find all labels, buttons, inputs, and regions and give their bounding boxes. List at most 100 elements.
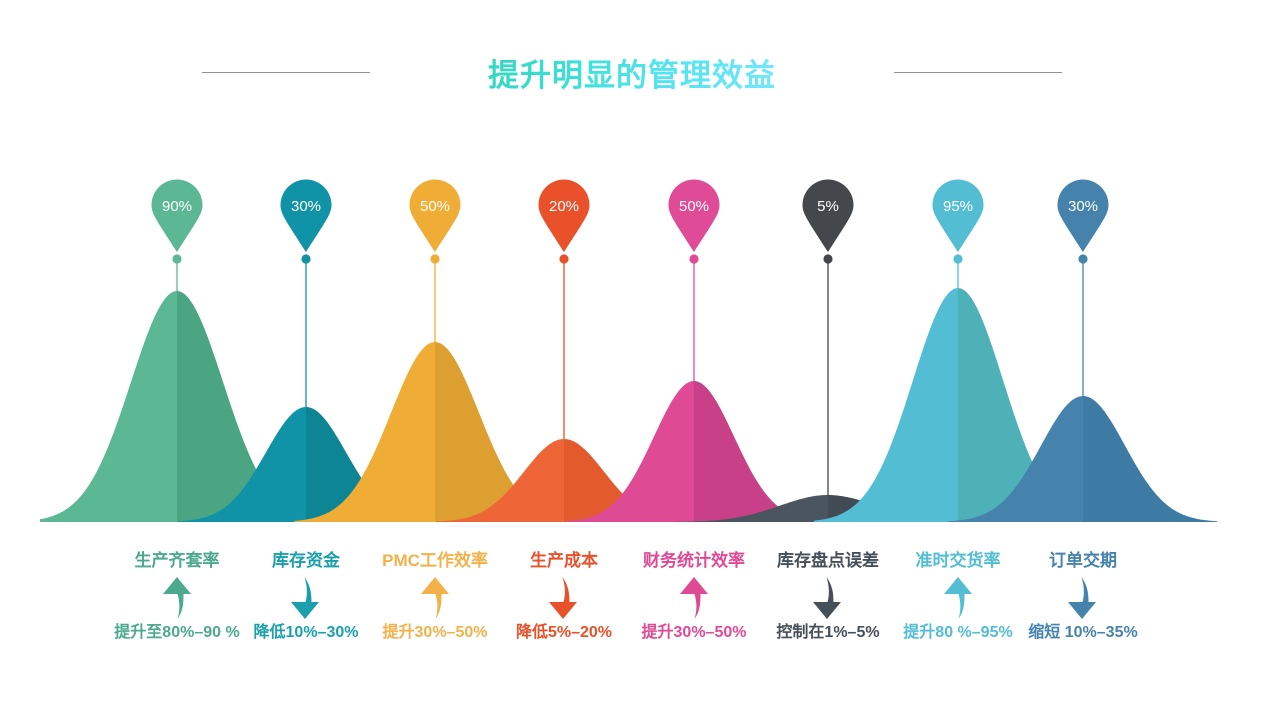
curve-group-finance-statistics-efficiency [566,381,822,522]
label-row: 生产齐套率 提升至80%–90 % 库存资金 降低10%–30% PMC工作效率 提升30… [0,548,1264,678]
arrow-shape [291,577,319,619]
metric-title-inventory-count-error: 库存盘点误差 [777,551,879,570]
metric-value-finance-statistics-efficiency: 提升30%–50% [641,624,747,641]
trend-arrow-production-cost [542,574,586,622]
metric-title-production-cost: 生产成本 [530,551,598,570]
curve-group-order-lead-time [948,396,1218,522]
title-rule-right [894,71,1062,73]
label-column-inventory-capital[interactable]: 库存资金降低10%–30% [231,548,381,644]
pin-group-finance-statistics-efficiency[interactable]: 50% [668,179,720,382]
arrow-shape [813,577,841,619]
pin-marker-on-time-delivery-rate[interactable] [932,179,984,253]
arrow-shape [944,577,972,619]
curve-right-production-kit-rate [177,291,325,522]
arrow-down-icon [1068,577,1096,619]
curve-left-finance-statistics-efficiency [566,381,694,522]
curve-left-production-cost [436,439,564,522]
label-column-production-cost[interactable]: 生产成本降低5%–20% [489,548,639,644]
pin-marker-inventory-count-error[interactable] [802,179,854,253]
arrow-down-icon [291,577,319,619]
metric-title-order-lead-time: 订单交期 [1049,551,1117,570]
pin-value-order-lead-time: 30% [1068,198,1098,215]
metric-title-pmc-work-efficiency: PMC工作效率 [382,551,488,570]
label-column-finance-statistics-efficiency[interactable]: 财务统计效率 提升30%–50% [619,548,769,644]
label-column-inventory-count-error[interactable]: 库存盘点误差 控制在1%–5% [753,548,903,644]
metric-title-inventory-capital: 库存资金 [272,551,340,570]
pin-value-inventory-capital: 30% [291,198,321,215]
pin-group-inventory-capital[interactable]: 30% [280,179,332,408]
metric-value-order-lead-time: 缩短 10%–35% [1028,624,1138,641]
curve-right-pmc-work-efficiency [435,342,576,522]
title-rule-left [202,71,370,73]
curve-right-inventory-capital [306,407,434,522]
metric-title-finance-statistics-efficiency: 财务统计效率 [643,551,745,570]
arrow-shape [1068,577,1096,619]
arrow-up-icon [163,577,191,619]
arrow-shape [549,577,577,619]
pin-value-production-kit-rate: 90% [162,198,192,215]
arrow-up-icon [680,577,708,619]
curve-left-inventory-count-error [674,495,828,522]
curve-group-pmc-work-efficiency [294,342,576,522]
curve-left-inventory-capital [178,407,306,522]
trend-arrow-order-lead-time [1061,574,1105,622]
trend-arrow-production-kit-rate [155,574,199,622]
trend-arrow-finance-statistics-efficiency [672,574,716,622]
pin-group-pmc-work-efficiency[interactable]: 50% [409,179,461,343]
label-column-order-lead-time[interactable]: 订单交期缩短 10%–35% [1008,548,1158,644]
label-column-on-time-delivery-rate[interactable]: 准时交货率提升80 %–95% [883,548,1033,644]
trend-arrow-inventory-capital [284,574,328,622]
pin-group-inventory-count-error[interactable]: 5% [802,179,854,496]
pin-marker-finance-statistics-efficiency[interactable] [668,179,720,253]
curve-left-production-kit-rate [40,291,177,522]
curve-left-on-time-delivery-rate [814,288,958,522]
title-row: 提升明显的管理效益 [0,48,1264,96]
pin-value-finance-statistics-efficiency: 50% [679,198,709,215]
trend-arrow-pmc-work-efficiency [413,574,457,622]
trend-arrow-inventory-count-error [806,574,850,622]
label-column-production-kit-rate[interactable]: 生产齐套率 提升至80%–90 % [102,548,252,644]
pin-group-production-kit-rate[interactable]: 90% [151,179,203,292]
pin-marker-inventory-capital[interactable] [280,179,332,253]
pin-dot-finance-statistics-efficiency [689,254,699,264]
pin-marker-order-lead-time[interactable] [1057,179,1109,253]
bell-curve-svg: 90% 30% 50% 20% 50% 5% 95% 30% [40,179,1218,522]
pin-marker-production-cost[interactable] [538,179,590,253]
pin-group-production-cost[interactable]: 20% [538,179,590,440]
pin-dot-inventory-capital [301,254,311,264]
pin-group-order-lead-time[interactable]: 30% [1057,179,1109,397]
arrow-shape [163,577,191,619]
curve-right-finance-statistics-efficiency [694,381,822,522]
curve-left-order-lead-time [948,396,1083,522]
arrow-shape [680,577,708,619]
pin-value-inventory-count-error: 5% [817,198,839,215]
pin-group-on-time-delivery-rate[interactable]: 95% [932,179,984,289]
metric-value-production-cost: 降低5%–20% [515,624,613,641]
arrow-up-icon [421,577,449,619]
arrow-shape [421,577,449,619]
curve-group-inventory-capital [178,407,434,522]
arrow-down-icon [813,577,841,619]
curve-group-production-cost [436,439,692,522]
bell-curve-chart: 90% 30% 50% 20% 50% 5% 95% 30% [0,130,1264,530]
page-title: 提升明显的管理效益 [488,50,776,95]
pin-dot-pmc-work-efficiency [430,254,440,264]
pin-dot-inventory-count-error [823,254,833,264]
curve-right-production-cost [564,439,692,522]
trend-arrow-on-time-delivery-rate [936,574,980,622]
metric-value-inventory-capital: 降低10%–30% [253,624,359,641]
pin-marker-production-kit-rate[interactable] [151,179,203,253]
pin-dot-order-lead-time [1078,254,1088,264]
metric-value-production-kit-rate: 提升至80%–90 % [114,624,240,641]
pin-value-production-cost: 20% [549,198,579,215]
pin-value-on-time-delivery-rate: 95% [943,198,973,215]
pin-marker-pmc-work-efficiency[interactable] [409,179,461,253]
curve-right-on-time-delivery-rate [958,288,1102,522]
metric-value-inventory-count-error: 控制在1%–5% [776,624,880,641]
metric-title-on-time-delivery-rate: 准时交货率 [915,551,1001,570]
metric-value-on-time-delivery-rate: 提升80 %–95% [903,624,1013,641]
pin-dot-on-time-delivery-rate [953,254,963,264]
curve-left-pmc-work-efficiency [294,342,435,522]
label-column-pmc-work-efficiency[interactable]: PMC工作效率 提升30%–50% [360,548,510,644]
